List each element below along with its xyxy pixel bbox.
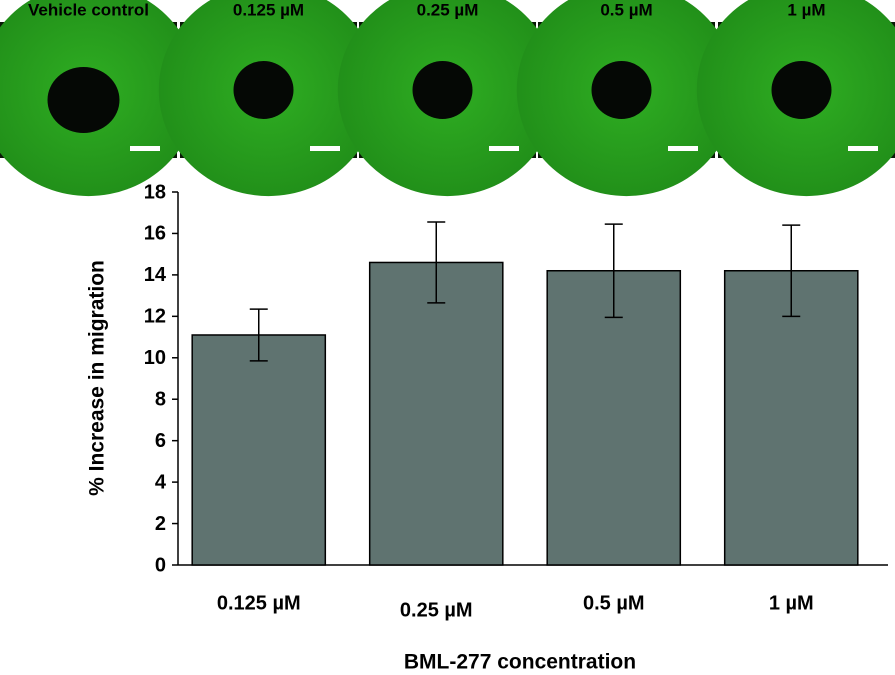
error-bar [427,221,446,304]
bar [191,334,327,566]
scale-bar [668,146,698,151]
wound [591,61,652,119]
scale-bar [310,146,340,151]
y-tick-label: 10 [144,347,166,369]
bar [723,269,859,566]
wound [233,61,294,119]
y-tick-label: 2 [155,513,166,535]
error-bar [782,224,801,318]
y-tick-label: 16 [144,223,166,245]
wound [47,67,120,133]
wound [412,61,473,119]
x-tick-label: 0.5 µM [583,592,645,614]
y-tick-label: 4 [155,471,167,493]
error-bar [604,223,623,319]
bar [546,269,682,566]
bar [368,261,504,566]
scale-bar [848,146,878,151]
y-tick-label: 18 [144,181,166,203]
panel-label: 0.125 µM [233,0,304,19]
panel-label: 1 µM [787,0,825,19]
error-bar [249,308,268,362]
scale-bar [489,146,519,151]
image-panels: Vehicle control 0.125 µM 0.25 µM 0.5 µM 1 µM [0,0,895,197]
y-tick-label: 14 [144,264,167,286]
scale-bar [130,146,160,151]
x-tick-label: 0.25 µM [400,599,473,621]
panel-label: 0.25 µM [417,0,479,19]
wound [771,61,832,119]
panel-label: Vehicle control [28,0,149,19]
x-axis-label: BML-277 concentration [404,651,636,674]
x-tick-label: 1 µM [769,592,814,614]
y-tick-label: 8 [155,389,166,411]
y-axis-label: % Increase in migration [86,260,109,496]
y-tick-label: 12 [144,306,166,328]
y-tick-label: 6 [155,430,166,452]
y-tick-label: 0 [155,554,166,576]
panel-label: 0.5 µM [600,0,652,19]
x-tick-label: 0.125 µM [217,592,301,614]
